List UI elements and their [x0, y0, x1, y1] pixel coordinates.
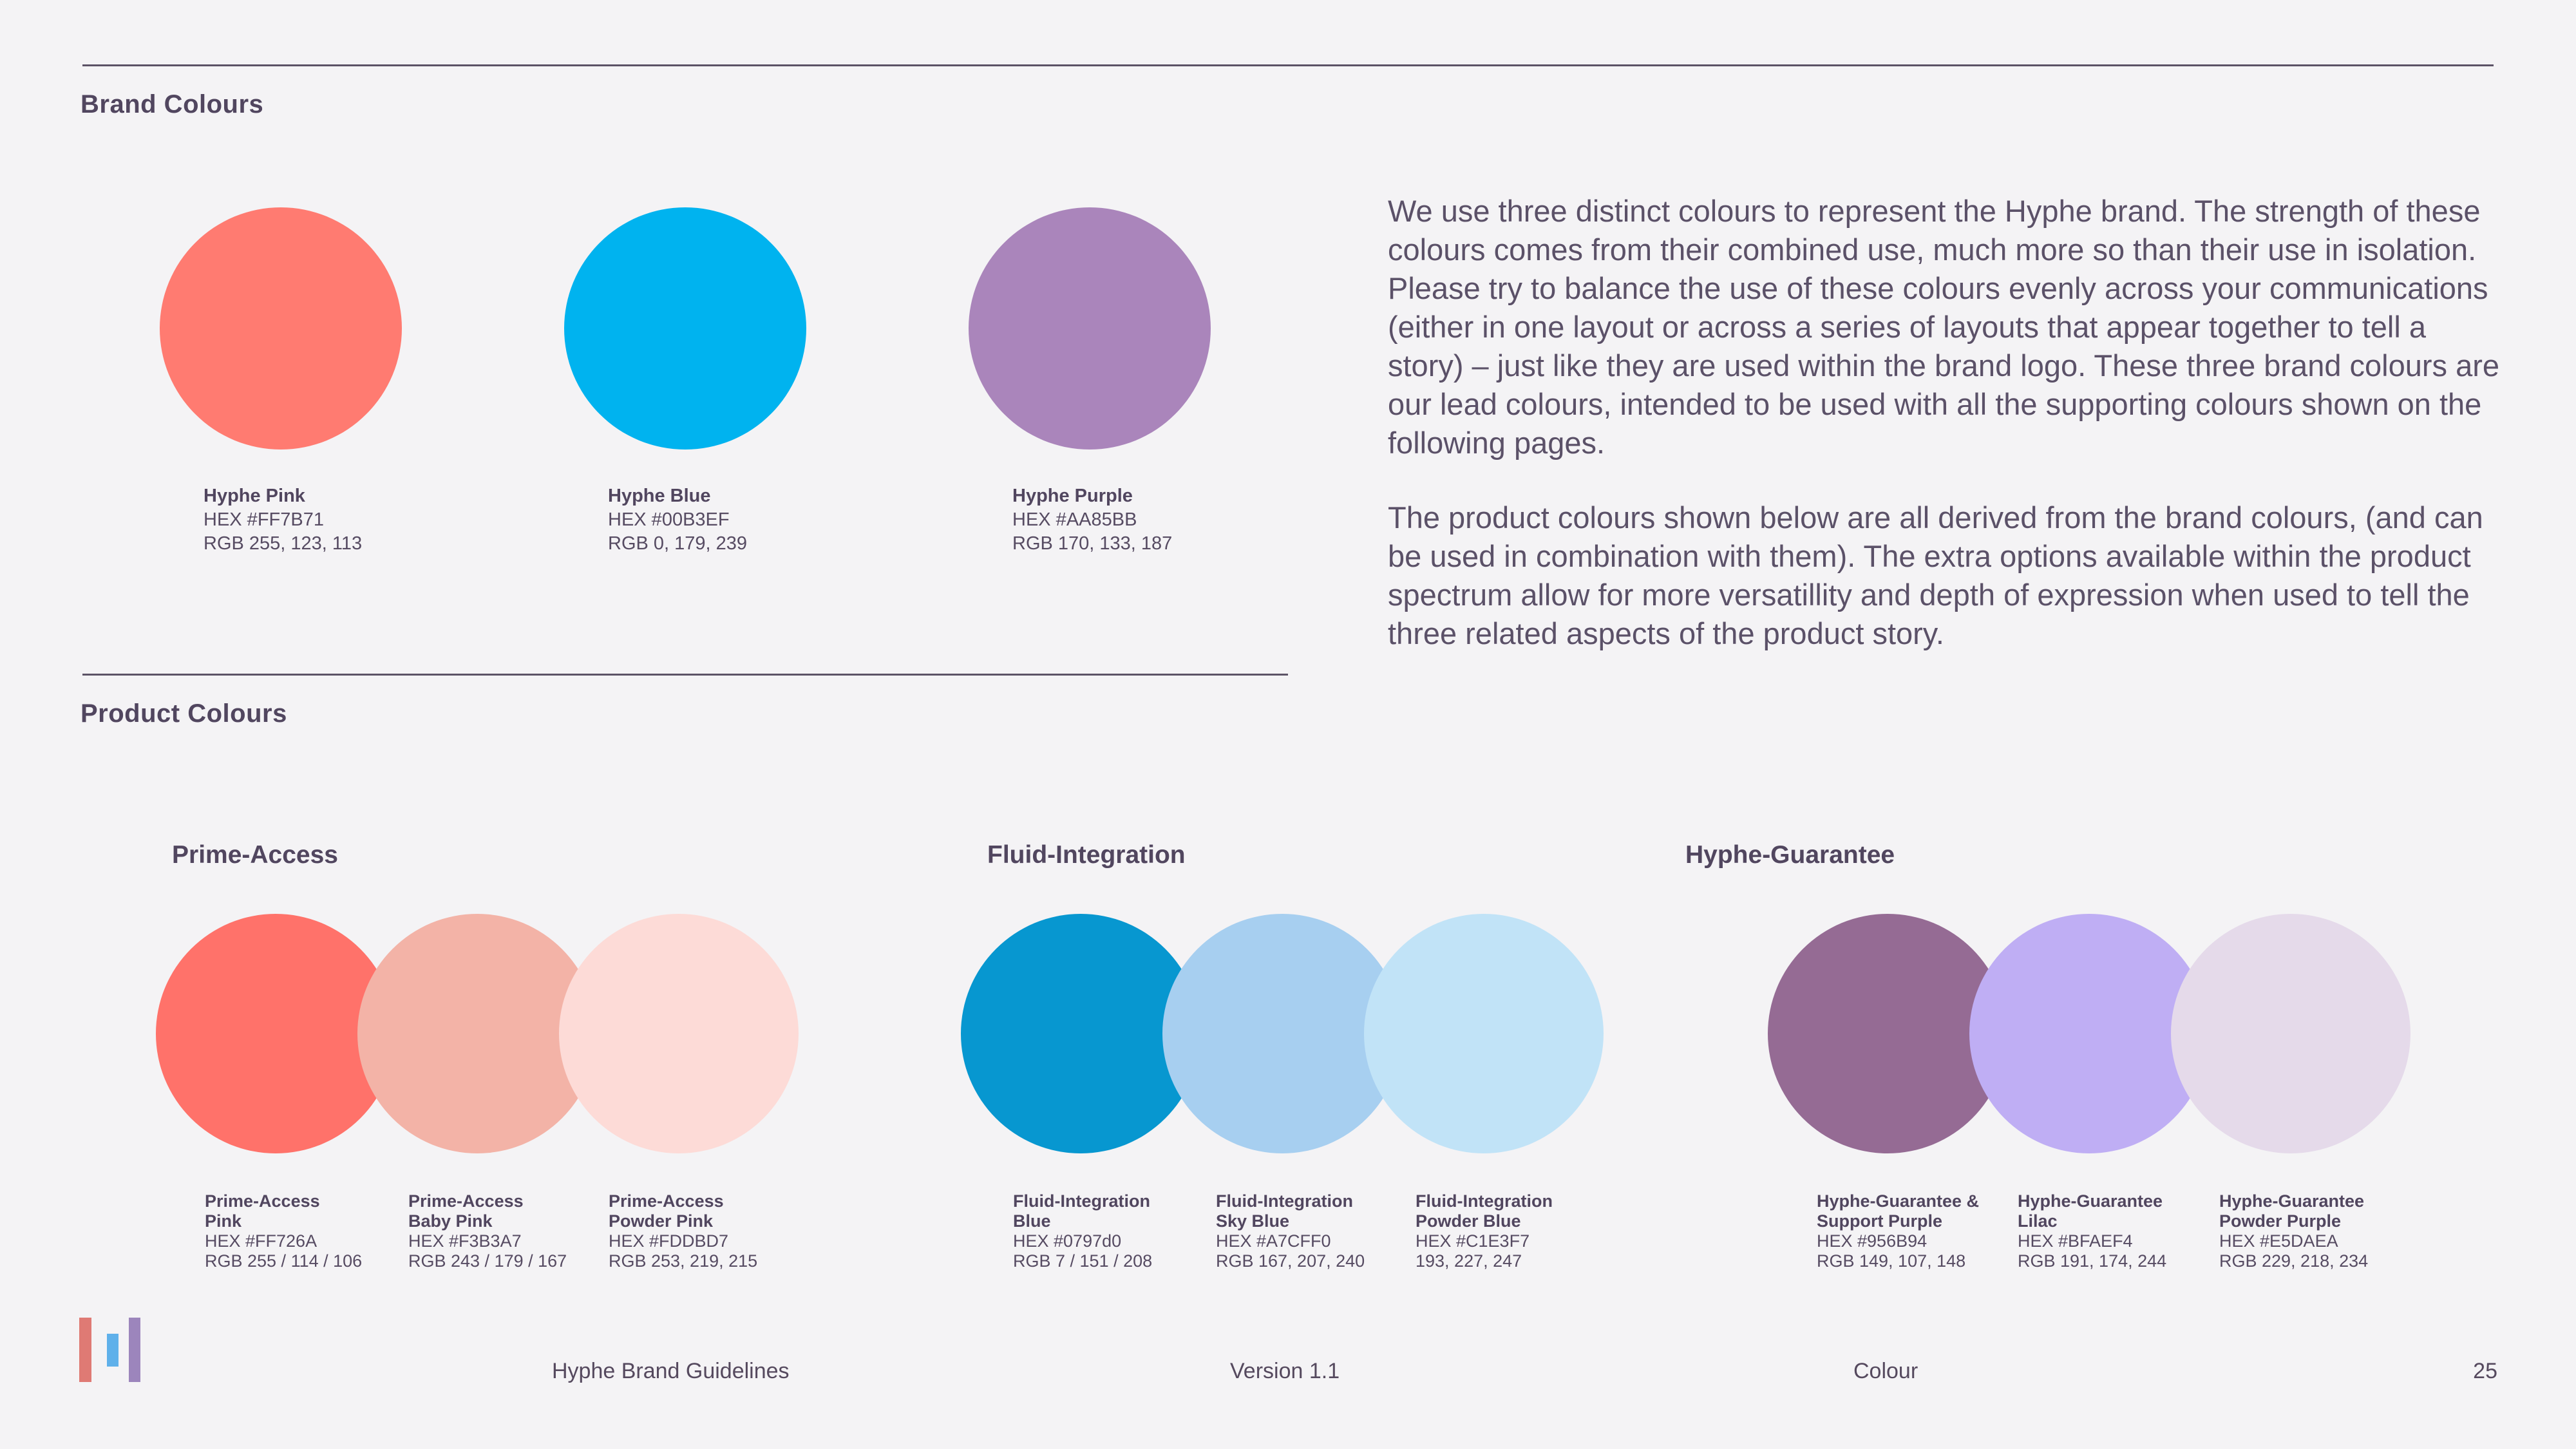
brand-description: We use three distinct colours to represe…: [1388, 192, 2502, 653]
swatch-rgb: RGB 170, 133, 187: [1012, 533, 1173, 554]
top-divider: [82, 64, 2494, 66]
swatch-name-line: Prime-Access: [205, 1191, 320, 1211]
brand-swatch-label: Hyphe Pink HEX #FF7B71 RGB 255, 123, 113: [204, 484, 362, 556]
swatch-name: Hyphe Blue: [608, 486, 711, 506]
product-swatch-circle-prime-access-pink: [156, 914, 395, 1153]
swatch-rgb: RGB 167, 207, 240: [1216, 1251, 1365, 1271]
product-swatch-circle-prime-access-powder-pink: [559, 914, 799, 1153]
product-swatch-label: Fluid-Integration Powder Blue HEX #C1E3F…: [1416, 1191, 1553, 1271]
swatch-name-line: Prime-Access: [609, 1191, 724, 1211]
product-swatch-label: Hyphe-Guarantee & Support Purple HEX #95…: [1817, 1191, 1979, 1271]
swatch-name-line: Blue: [1013, 1211, 1051, 1231]
footer-section-label: Colour: [1853, 1359, 1918, 1383]
product-swatch-circle-guarantee-support-purple: [1768, 914, 2007, 1153]
logo-bar-purple: [129, 1318, 140, 1382]
product-group-title-prime-access: Prime-Access: [172, 841, 338, 869]
swatch-name-line: Pink: [205, 1211, 242, 1231]
brand-swatch-label: Hyphe Blue HEX #00B3EF RGB 0, 179, 239: [608, 484, 747, 556]
swatch-rgb: RGB 191, 174, 244: [2018, 1251, 2167, 1271]
footer-version-label: Version 1.1: [1230, 1359, 1340, 1383]
swatch-name-line: Prime-Access: [408, 1191, 524, 1211]
product-colours-heading: Product Colours: [80, 699, 287, 728]
product-group-title-hyphe-guarantee: Hyphe-Guarantee: [1685, 841, 1895, 869]
product-swatch-label: Prime-Access Baby Pink HEX #F3B3A7 RGB 2…: [408, 1191, 567, 1271]
brand-swatch-circle-pink: [160, 207, 402, 450]
swatch-name-line: Sky Blue: [1216, 1211, 1290, 1231]
product-swatch-circle-fluid-integration-sky-blue: [1162, 914, 1402, 1153]
product-swatch-label: Prime-Access Pink HEX #FF726A RGB 255 / …: [205, 1191, 362, 1271]
swatch-name-line: Powder Purple: [2219, 1211, 2342, 1231]
swatch-hex: HEX #C1E3F7: [1416, 1231, 1530, 1251]
product-swatch-circle-guarantee-lilac: [1969, 914, 2209, 1153]
swatch-hex: HEX #BFAEF4: [2018, 1231, 2133, 1251]
swatch-hex: HEX #0797d0: [1013, 1231, 1122, 1251]
logo-bar-pink: [79, 1318, 91, 1382]
swatch-hex: HEX #A7CFF0: [1216, 1231, 1331, 1251]
swatch-hex: HEX #00B3EF: [608, 509, 730, 530]
swatch-rgb: RGB 0, 179, 239: [608, 533, 748, 554]
product-swatch-label: Hyphe-Guarantee Lilac HEX #BFAEF4 RGB 19…: [2018, 1191, 2166, 1271]
product-swatch-circle-guarantee-powder-purple: [2171, 914, 2410, 1153]
product-group-title-fluid-integration: Fluid-Integration: [987, 841, 1186, 869]
swatch-hex: HEX #956B94: [1817, 1231, 1927, 1251]
swatch-name-line: Fluid-Integration: [1416, 1191, 1553, 1211]
brand-colours-heading: Brand Colours: [80, 90, 264, 118]
swatch-name-line: Support Purple: [1817, 1211, 1942, 1231]
product-swatch-label: Fluid-Integration Blue HEX #0797d0 RGB 7…: [1013, 1191, 1152, 1271]
hyphe-logo-icon: [79, 1318, 140, 1382]
swatch-rgb: RGB 7 / 151 / 208: [1013, 1251, 1153, 1271]
swatch-name-line: Baby Pink: [408, 1211, 493, 1231]
swatch-hex: HEX #F3B3A7: [408, 1231, 522, 1251]
swatch-rgb: RGB 229, 218, 234: [2219, 1251, 2369, 1271]
swatch-name: Hyphe Pink: [204, 486, 305, 506]
swatch-rgb: RGB 243 / 179 / 167: [408, 1251, 567, 1271]
product-swatch-circle-fluid-integration-blue: [961, 914, 1200, 1153]
swatch-hex: HEX #FF7B71: [204, 509, 324, 530]
brand-swatch-label: Hyphe Purple HEX #AA85BB RGB 170, 133, 1…: [1012, 484, 1172, 556]
footer-document-title: Hyphe Brand Guidelines: [552, 1359, 790, 1383]
swatch-name-line: Hyphe-Guarantee: [2018, 1191, 2163, 1211]
swatch-hex: HEX #AA85BB: [1012, 509, 1137, 530]
swatch-name-line: Fluid-Integration: [1216, 1191, 1353, 1211]
footer-page-number: 25: [2473, 1359, 2497, 1383]
brand-swatch-circle-purple: [969, 207, 1211, 450]
product-swatch-label: Fluid-Integration Sky Blue HEX #A7CFF0 R…: [1216, 1191, 1365, 1271]
product-swatch-circle-prime-access-baby-pink: [357, 914, 597, 1153]
swatch-name-line: Powder Blue: [1416, 1211, 1521, 1231]
swatch-name: Hyphe Purple: [1012, 486, 1133, 506]
swatch-rgb: RGB 149, 107, 148: [1817, 1251, 1966, 1271]
swatch-rgb: 193, 227, 247: [1416, 1251, 1522, 1271]
swatch-name-line: Hyphe-Guarantee: [2219, 1191, 2365, 1211]
swatch-rgb: RGB 255, 123, 113: [204, 533, 363, 554]
product-swatch-circle-fluid-integration-powder-blue: [1364, 914, 1604, 1153]
swatch-name-line: Lilac: [2018, 1211, 2058, 1231]
swatch-hex: HEX #FDDBD7: [609, 1231, 729, 1251]
swatch-hex: HEX #E5DAEA: [2219, 1231, 2338, 1251]
product-description-paragraph: The product colours shown below are all …: [1388, 500, 2483, 650]
swatch-hex: HEX #FF726A: [205, 1231, 317, 1251]
brand-swatch-circle-blue: [564, 207, 806, 450]
brand-description-paragraph: We use three distinct colours to represe…: [1388, 194, 2500, 460]
product-divider: [82, 674, 1288, 676]
product-swatch-label: Hyphe-Guarantee Powder Purple HEX #E5DAE…: [2219, 1191, 2368, 1271]
swatch-name-line: Hyphe-Guarantee &: [1817, 1191, 1980, 1211]
swatch-name-line: Powder Pink: [609, 1211, 714, 1231]
logo-bar-blue: [107, 1334, 118, 1367]
swatch-rgb: RGB 253, 219, 215: [609, 1251, 758, 1271]
swatch-name-line: Fluid-Integration: [1013, 1191, 1150, 1211]
product-swatch-label: Prime-Access Powder Pink HEX #FDDBD7 RGB…: [609, 1191, 757, 1271]
swatch-rgb: RGB 255 / 114 / 106: [205, 1251, 363, 1271]
